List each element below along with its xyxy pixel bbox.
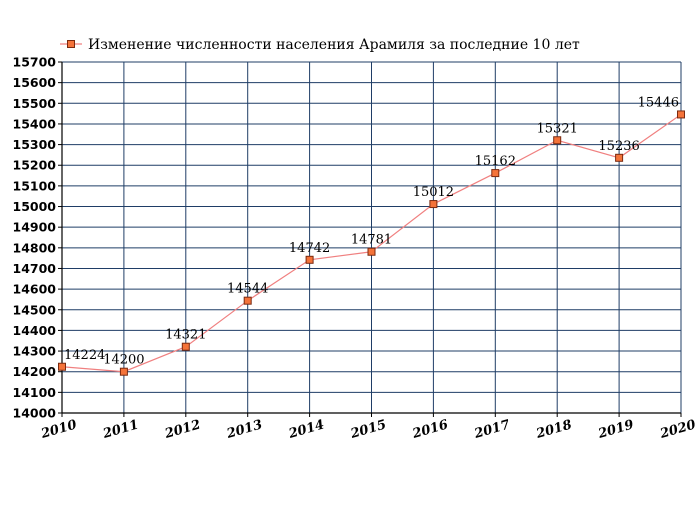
y-tick-label: 15700 xyxy=(13,55,57,70)
series-population xyxy=(58,110,685,376)
y-tick-label: 14000 xyxy=(13,406,57,421)
y-tick-label: 15400 xyxy=(13,116,57,131)
legend-label: Изменение численности населения Арамиля … xyxy=(88,37,580,53)
x-tick-label: 2010 xyxy=(39,417,79,442)
data-label: 14781 xyxy=(351,233,392,248)
x-tick-label: 2016 xyxy=(410,417,450,442)
data-label: 14742 xyxy=(289,241,330,256)
data-point xyxy=(243,296,252,305)
data-point xyxy=(429,200,438,209)
y-tick-label: 15100 xyxy=(13,178,57,193)
x-tick-label: 2011 xyxy=(101,417,141,442)
y-tick-label: 14100 xyxy=(13,385,57,400)
data-label: 14200 xyxy=(103,353,144,368)
x-tick-label: 2014 xyxy=(286,417,326,442)
data-label: 15321 xyxy=(537,121,578,136)
data-label: 14224 xyxy=(64,348,105,363)
data-label: 15162 xyxy=(475,154,516,169)
x-tick-label: 2017 xyxy=(472,417,512,442)
y-tick-label: 15200 xyxy=(13,158,57,173)
data-label: 14544 xyxy=(227,282,268,297)
y-axis-ticks: 14000 14100 14200 14300 14400 14500 14600 14700… xyxy=(13,55,62,421)
y-tick-label: 14700 xyxy=(13,261,57,276)
y-tick-label: 14500 xyxy=(13,302,57,317)
data-point xyxy=(119,367,128,376)
data-label: 14321 xyxy=(165,328,206,343)
y-tick-label: 14900 xyxy=(13,220,57,235)
x-tick-label: 2015 xyxy=(348,417,388,442)
y-tick-label: 14400 xyxy=(13,323,57,338)
data-point xyxy=(181,342,190,351)
data-point xyxy=(553,136,562,145)
y-tick-label: 15500 xyxy=(13,96,57,111)
data-label: 15012 xyxy=(413,185,454,200)
y-tick-label: 15000 xyxy=(13,199,57,214)
y-tick-label: 15300 xyxy=(13,137,57,152)
data-point xyxy=(491,169,500,178)
x-tick-label: 2019 xyxy=(596,417,636,442)
chart-legend: Изменение численности населения Арамиля … xyxy=(60,37,580,53)
x-axis-ticks: 2010 2011 2012 2013 2014 2015 2016 2017 2018 2019… xyxy=(39,413,698,442)
x-tick-label: 2018 xyxy=(534,417,574,442)
data-point xyxy=(305,255,314,264)
x-tick-label: 2020 xyxy=(658,417,698,442)
legend-marker-swatch xyxy=(67,40,75,48)
data-point xyxy=(677,110,685,119)
data-point xyxy=(615,153,624,162)
y-tick-label: 14200 xyxy=(13,364,57,379)
grid-lines xyxy=(61,61,682,414)
data-point xyxy=(58,362,66,371)
data-label: 15236 xyxy=(598,139,639,154)
y-tick-label: 14300 xyxy=(13,344,57,359)
y-tick-label: 14800 xyxy=(13,240,57,255)
y-tick-label: 14600 xyxy=(13,282,57,297)
data-point xyxy=(367,247,376,256)
y-tick-label: 15600 xyxy=(13,75,57,90)
x-tick-label: 2013 xyxy=(224,417,264,442)
data-label: 15446 xyxy=(638,95,679,110)
x-tick-label: 2012 xyxy=(162,417,202,442)
